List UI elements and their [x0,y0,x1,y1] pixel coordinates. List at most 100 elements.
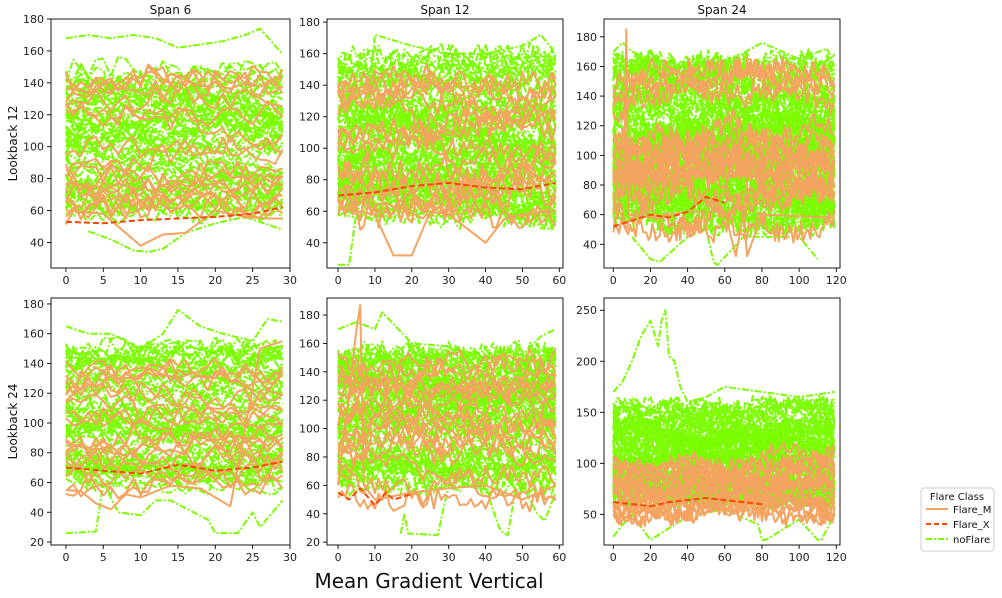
series-line-Flare_M [65,134,284,177]
series-line-Flare_M [337,365,557,422]
series-line-noFlare [65,135,284,165]
series-line-noFlare [337,85,556,132]
x-tick-label: 120 [826,274,847,287]
series-line-Flare_M [338,188,557,229]
y-tick-label: 100 [576,149,597,162]
series-line-noFlare [337,135,556,180]
series-line-noFlare [65,389,283,420]
y-tick-label: 80 [583,179,597,192]
y-tick-label: 120 [23,387,44,400]
series-line-Flare_M [64,159,283,191]
series-line-noFlare [337,311,557,359]
subplot-3: 0 20 40 60 80 100 120 40 60 80 100 120 140 160 180 Span… [576,3,847,287]
series-line-noFlare [337,141,557,192]
series-line-Flare_M [338,75,557,120]
series-line-Flare_M [337,148,557,196]
series-line-noFlare [337,168,557,231]
series-line-noFlare [612,53,836,134]
y-tick-label: 40 [30,506,44,519]
x-tick-label: 30 [283,274,297,287]
x-tick-label: 80 [755,551,769,564]
series-line-noFlare [65,156,283,216]
y-tick-label: 150 [576,406,597,419]
series-line-noFlare [337,41,557,76]
x-tick-label: 60 [718,274,732,287]
series-line-noFlare [65,342,283,370]
series-line-noFlare [337,343,556,401]
series-line-noFlare [337,99,557,144]
series-line-Flare_M [337,402,557,439]
subplot-6: 0 20 40 60 80 100 120 50 100 150 200 250 [576,297,847,564]
series-line-noFlare [612,404,836,456]
series-line-noFlare [65,168,284,221]
series-line-Flare_M [65,357,283,396]
x-tick-label: 0 [335,274,342,287]
x-tick-label: 10 [134,551,148,564]
series-line-Flare_M [612,477,835,528]
series-line-noFlare [65,27,284,55]
y-tick-label: 160 [23,45,44,58]
x-tick-label: 100 [789,274,810,287]
series-line-noFlare [337,90,557,135]
series-line-Flare_M [612,457,836,493]
series-line-noFlare [337,42,557,75]
y-tick-label: 20 [30,536,44,549]
x-tick-label: 40 [681,551,695,564]
x-tick-label: 0 [62,551,69,564]
x-tick-label: 30 [442,551,456,564]
series-line-noFlare [64,102,284,133]
series-line-Flare_X [612,195,726,228]
y-tick-label: 100 [23,417,44,430]
series-line-noFlare [612,443,836,473]
subplot-title: Span 24 [697,3,746,17]
x-tick-label: 40 [479,551,493,564]
x-tick-label: 0 [610,274,617,287]
series-line-noFlare [65,108,283,147]
series-line-noFlare [65,385,284,426]
series-lines [64,308,284,535]
subplot-ylabel: Lookback 12 [6,106,20,182]
x-tick-label: 40 [479,274,493,287]
series-line-Flare_M [337,63,557,112]
x-tick-label: 25 [246,551,260,564]
series-line-Flare_M [337,207,556,257]
series-line-Flare_M [612,451,836,492]
series-line-noFlare [612,420,836,467]
series-line-Flare_X [613,497,763,508]
series-line-Flare_M [65,65,284,96]
series-line-Flare_M [65,103,284,151]
legend-label-Flare_M: Flare_M [953,505,991,516]
y-tick-label: 60 [30,205,44,218]
series-line-noFlare [65,144,284,188]
y-tick-label: 60 [583,209,597,222]
series-line-noFlare [65,103,284,140]
series-line-noFlare [65,104,284,140]
series-line-Flare_M [337,70,557,110]
series-line-Flare_X [338,181,556,197]
series-line-noFlare [337,49,557,89]
x-tick-label: 5 [100,551,107,564]
y-tick-label: 50 [583,508,597,521]
series-line-noFlare [65,417,284,454]
series-line-noFlare [337,446,557,494]
x-tick-label: 40 [681,274,695,287]
axes-frame [603,18,841,269]
x-tick-label: 15 [171,551,185,564]
series-line-noFlare [612,404,836,446]
y-tick-label: 80 [30,447,44,460]
series-line-Flare_M [612,57,836,108]
series-line-Flare_M [337,444,556,513]
series-line-noFlare [65,466,284,496]
series-line-Flare_M [612,138,835,181]
y-tick-label: 120 [299,111,320,124]
series-line-Flare_M [65,162,283,196]
series-line-noFlare [399,484,557,537]
y-tick-label: 200 [576,355,597,368]
y-tick-label: 180 [299,16,320,29]
series-line-noFlare [64,172,284,223]
series-line-noFlare [65,143,284,169]
x-tick-label: 0 [335,551,342,564]
y-tick-label: 140 [23,357,44,370]
series-line-Flare_M [337,349,556,380]
